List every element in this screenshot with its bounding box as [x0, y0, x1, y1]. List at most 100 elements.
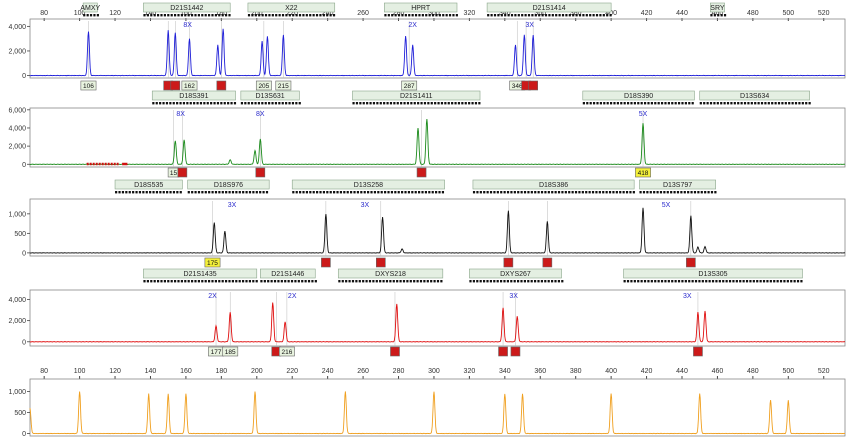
x-tick-label: 460 — [712, 10, 724, 17]
bin-mark — [602, 191, 605, 194]
bin-mark — [389, 280, 392, 283]
bin-mark — [351, 280, 355, 283]
bin-mark — [524, 14, 527, 17]
bin-mark — [649, 191, 652, 194]
bin-mark — [247, 102, 250, 105]
locus-label: HPRT — [411, 5, 431, 12]
bin-mark — [616, 102, 619, 105]
bin-mark — [664, 102, 667, 105]
x-tick-label: 260 — [357, 368, 369, 375]
bin-mark — [194, 191, 197, 194]
bin-mark — [150, 14, 153, 17]
bin-mark — [436, 280, 440, 283]
bin-mark — [564, 191, 567, 194]
bin-mark — [329, 14, 332, 17]
bin-mark — [703, 102, 706, 105]
x-tick-label: 420 — [641, 368, 653, 375]
bin-mark — [444, 102, 447, 105]
bin-mark — [513, 280, 516, 283]
bin-mark — [586, 102, 589, 105]
bin-mark — [228, 191, 231, 194]
bin-mark — [642, 191, 646, 194]
bin-mark — [540, 191, 544, 194]
bin-mark — [504, 14, 507, 17]
bin-mark — [182, 102, 186, 105]
panel-orange: 80 100 120 140 160 180 200 220 240 260 280 300 320 34… — [8, 368, 846, 438]
allele-call-label: 418 — [638, 170, 649, 177]
bin-mark — [643, 280, 647, 283]
bin-mark — [152, 102, 155, 105]
bin-mark — [530, 191, 533, 194]
bin-mark — [379, 280, 382, 283]
bin-mark — [771, 102, 774, 105]
bin-mark — [666, 191, 669, 194]
bin-mark — [609, 14, 612, 17]
bin-mark — [786, 280, 789, 283]
bin-mark — [760, 102, 764, 105]
bin-mark — [190, 280, 194, 283]
bin-mark — [500, 191, 503, 194]
bin-mark — [476, 191, 479, 194]
bin-mark — [769, 280, 772, 283]
bin-mark — [216, 102, 220, 105]
bin-mark — [255, 280, 258, 283]
bin-mark — [620, 102, 623, 105]
bin-mark — [396, 102, 399, 105]
bin-mark — [520, 280, 523, 283]
bin-mark — [418, 14, 421, 17]
bin-mark — [694, 280, 698, 283]
bin-mark — [699, 102, 702, 105]
bin-mark — [176, 191, 179, 194]
locus-label: D21S1411 — [400, 93, 433, 100]
bin-mark — [430, 102, 433, 105]
bin-mark — [690, 191, 693, 194]
x-tick-label: 500 — [782, 368, 794, 375]
bin-mark — [776, 280, 779, 283]
bin-mark — [146, 280, 149, 283]
allele-call-box — [275, 80, 292, 91]
bin-mark — [268, 14, 271, 17]
bin-mark — [281, 14, 285, 17]
bin-mark — [210, 102, 213, 105]
bin-mark — [271, 102, 274, 105]
bin-mark — [179, 102, 182, 105]
bin-mark — [708, 280, 711, 283]
bin-mark — [726, 102, 730, 105]
bin-mark — [595, 14, 599, 17]
bin-mark — [581, 191, 584, 194]
bin-mark — [155, 191, 159, 194]
locus-box — [114, 179, 183, 190]
bin-mark — [633, 280, 636, 283]
bin-mark — [264, 14, 268, 17]
bin-mark — [277, 280, 280, 283]
bin-mark — [348, 280, 351, 283]
bin-mark — [271, 14, 274, 17]
bin-mark — [302, 14, 305, 17]
bin-mark — [718, 280, 721, 283]
bin-mark — [170, 14, 173, 17]
bin-mark — [376, 102, 379, 105]
allele-call-box — [510, 346, 521, 357]
bin-mark — [150, 280, 153, 283]
bin-mark — [278, 14, 281, 17]
bin-mark — [146, 14, 149, 17]
bin-mark — [707, 191, 710, 194]
bin-mark — [781, 102, 784, 105]
bin-mark — [623, 102, 626, 105]
bin-mark — [298, 14, 302, 17]
locus-label: D13S797 — [663, 182, 692, 189]
bin-mark — [537, 280, 540, 283]
bin-mark — [264, 102, 267, 105]
bin-mark — [659, 191, 663, 194]
bin-mark — [720, 102, 723, 105]
bin-mark — [372, 102, 376, 105]
bin-mark — [365, 280, 368, 283]
bin-mark — [538, 14, 541, 17]
allele-call-label: 287 — [404, 83, 415, 90]
bin-mark — [366, 102, 369, 105]
bin-mark — [630, 102, 633, 105]
bin-mark — [606, 102, 609, 105]
bin-mark — [238, 280, 241, 283]
bin-mark — [445, 14, 448, 17]
bin-mark — [142, 191, 145, 194]
